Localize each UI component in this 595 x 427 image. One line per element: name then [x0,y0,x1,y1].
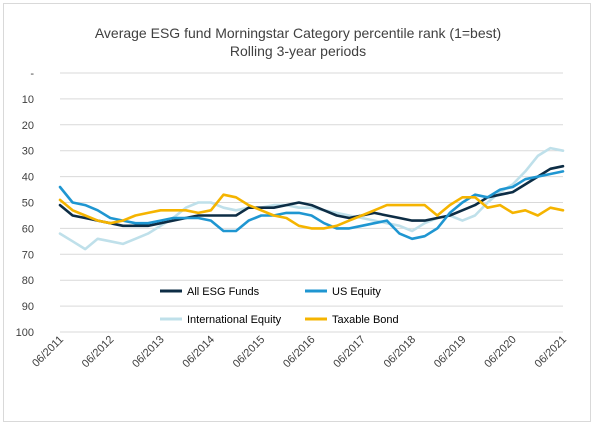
y-tick-label: 20 [22,120,34,132]
series-lines [58,146,565,251]
y-axis-tick-labels: - 10 20 30 40 50 60 70 80 90 100 [16,68,35,339]
legend-label: Taxable Bond [332,314,399,326]
y-tick-label: 90 [22,301,34,313]
y-tick-label: 60 [22,223,34,235]
legend: All ESG Funds US Equity International Equi… [160,286,399,326]
series-line-3 [58,193,565,230]
x-tick-label: 06/2012 [80,334,117,371]
x-axis-tick-labels: 06/2011 06/2012 06/2013 06/2014 06/2015 06/20… [30,334,569,371]
x-tick-label: 06/2018 [382,334,419,371]
series-line-0 [58,164,565,228]
series-line-1 [58,170,565,241]
y-tick-label: 40 [22,172,34,184]
y-tick-label: 70 [22,249,34,261]
y-tick-label: - [30,68,34,80]
x-tick-label: 06/2020 [482,334,519,371]
x-tick-label: 06/2013 [130,334,167,371]
x-tick-label: 06/2019 [432,334,469,371]
chart-subtitle: Rolling 3-year periods [230,43,366,59]
legend-label: US Equity [332,286,381,298]
x-tick-label: 06/2015 [231,334,268,371]
series-line-2 [58,146,565,251]
x-tick-label: 06/2016 [281,334,318,371]
x-tick-label: 06/2011 [30,334,66,370]
y-tick-label: 10 [22,94,34,106]
y-tick-label: 50 [22,198,34,210]
x-tick-label: 06/2017 [331,334,368,371]
y-tick-label: 80 [22,275,34,287]
y-tick-label: 100 [16,327,34,339]
x-tick-label: 06/2021 [533,334,570,371]
chart-title: Average ESG fund Morningstar Category pe… [95,25,501,41]
y-tick-label: 30 [22,146,34,158]
x-tick-label: 06/2014 [180,334,217,371]
legend-label: International Equity [187,314,282,326]
legend-label: All ESG Funds [187,286,260,298]
